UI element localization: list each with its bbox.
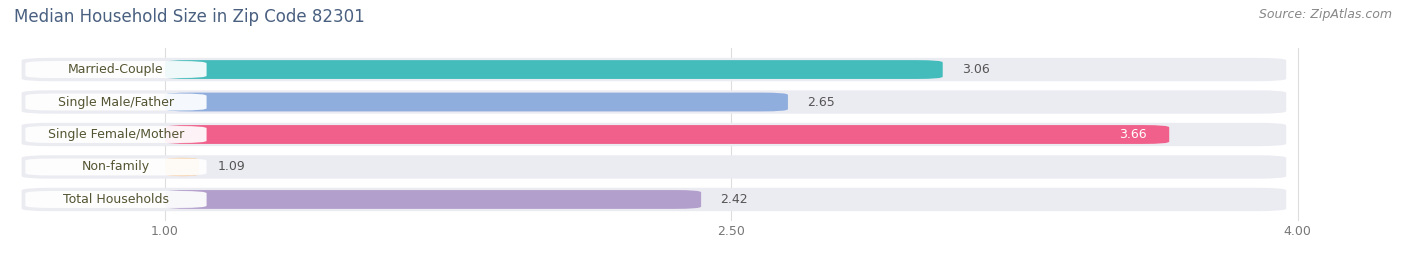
- FancyBboxPatch shape: [165, 125, 1170, 144]
- FancyBboxPatch shape: [25, 94, 207, 111]
- Text: Source: ZipAtlas.com: Source: ZipAtlas.com: [1258, 8, 1392, 21]
- FancyBboxPatch shape: [25, 191, 207, 208]
- Text: 2.65: 2.65: [807, 95, 835, 108]
- Text: 3.06: 3.06: [962, 63, 990, 76]
- Text: Total Households: Total Households: [63, 193, 169, 206]
- Text: 3.66: 3.66: [1119, 128, 1146, 141]
- FancyBboxPatch shape: [21, 90, 1286, 114]
- FancyBboxPatch shape: [21, 155, 1286, 179]
- FancyBboxPatch shape: [25, 158, 207, 175]
- Text: Single Female/Mother: Single Female/Mother: [48, 128, 184, 141]
- FancyBboxPatch shape: [21, 58, 1286, 81]
- FancyBboxPatch shape: [165, 190, 702, 209]
- FancyBboxPatch shape: [165, 158, 200, 176]
- Text: 1.09: 1.09: [218, 161, 246, 174]
- Text: Non-family: Non-family: [82, 161, 150, 174]
- FancyBboxPatch shape: [25, 126, 207, 143]
- Text: 2.42: 2.42: [720, 193, 748, 206]
- Text: Married-Couple: Married-Couple: [67, 63, 163, 76]
- FancyBboxPatch shape: [21, 123, 1286, 146]
- FancyBboxPatch shape: [25, 61, 207, 78]
- FancyBboxPatch shape: [21, 188, 1286, 211]
- Text: Median Household Size in Zip Code 82301: Median Household Size in Zip Code 82301: [14, 8, 364, 26]
- FancyBboxPatch shape: [165, 60, 942, 79]
- Text: Single Male/Father: Single Male/Father: [58, 95, 174, 108]
- FancyBboxPatch shape: [165, 93, 787, 111]
